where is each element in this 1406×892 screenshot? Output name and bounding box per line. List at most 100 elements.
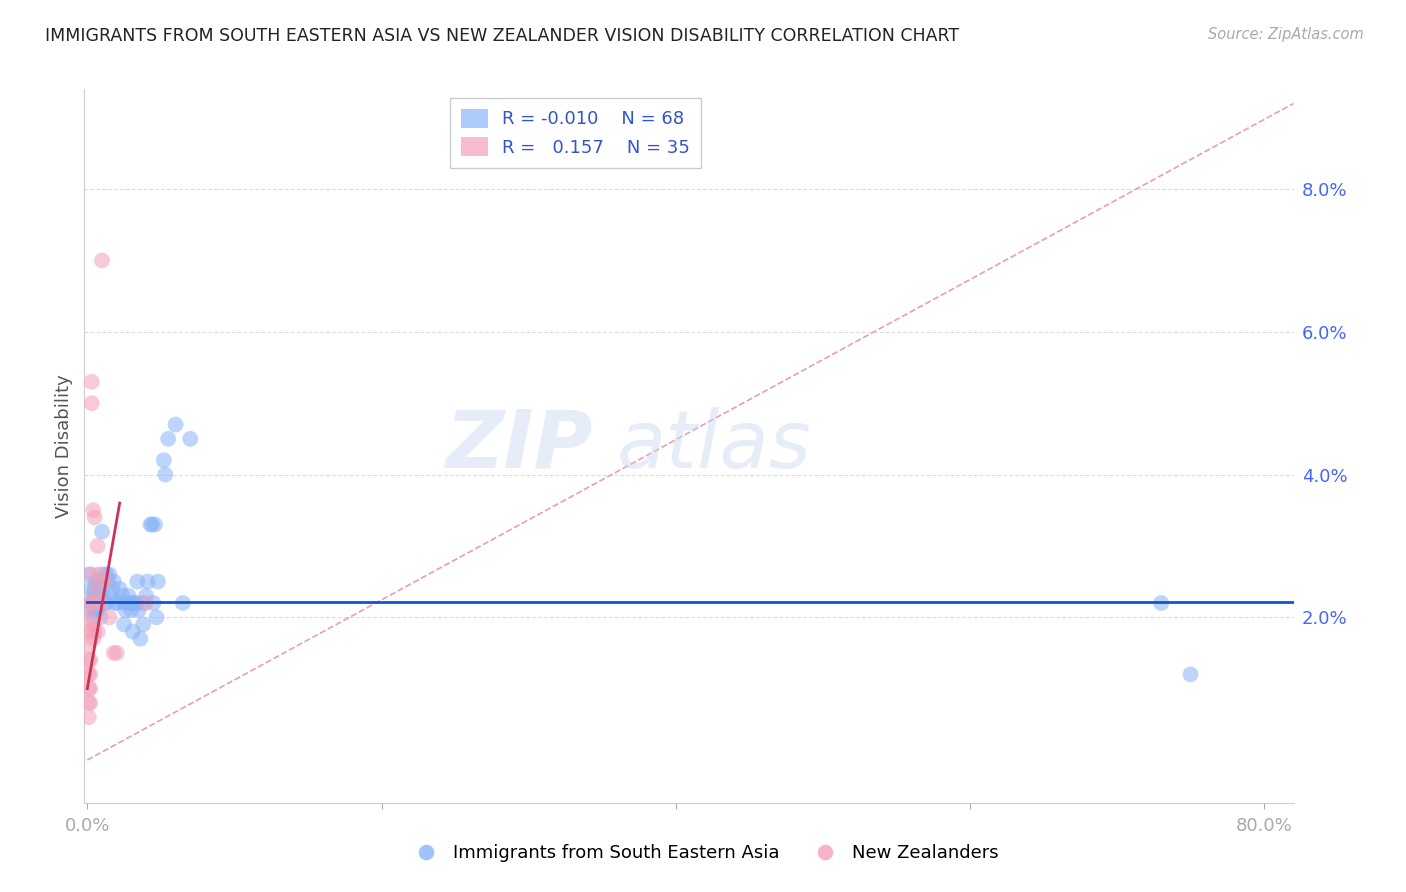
Point xyxy=(80,603,103,617)
Point xyxy=(98,610,121,624)
Point xyxy=(132,617,155,632)
Point xyxy=(86,596,108,610)
Point xyxy=(96,596,118,610)
Point xyxy=(96,567,118,582)
Point xyxy=(125,596,148,610)
Point xyxy=(79,624,101,639)
Point xyxy=(80,596,103,610)
Point xyxy=(120,596,142,610)
Point xyxy=(79,681,101,696)
Point xyxy=(84,582,107,596)
Point xyxy=(90,582,112,596)
Point xyxy=(122,624,145,639)
Point xyxy=(136,574,159,589)
Point xyxy=(82,632,104,646)
Point xyxy=(108,582,131,596)
Legend: R = -0.010    N = 68, R =   0.157    N = 35: R = -0.010 N = 68, R = 0.157 N = 35 xyxy=(450,98,702,168)
Point xyxy=(84,596,107,610)
Point xyxy=(87,596,110,610)
Point xyxy=(1150,596,1173,610)
Point xyxy=(132,596,155,610)
Point xyxy=(94,574,117,589)
Point xyxy=(90,610,112,624)
Point xyxy=(112,617,135,632)
Point xyxy=(82,610,104,624)
Point xyxy=(91,253,114,268)
Point xyxy=(80,596,103,610)
Point xyxy=(87,567,110,582)
Point xyxy=(82,617,104,632)
Point xyxy=(124,596,146,610)
Point xyxy=(139,517,162,532)
Point xyxy=(91,589,114,603)
Point xyxy=(79,653,101,667)
Point xyxy=(1180,667,1202,681)
Point xyxy=(157,432,180,446)
Point xyxy=(77,567,100,582)
Point xyxy=(82,589,104,603)
Point xyxy=(77,710,100,724)
Point xyxy=(105,646,128,660)
Point xyxy=(87,589,110,603)
Point xyxy=(83,510,105,524)
Point xyxy=(155,467,177,482)
Point xyxy=(103,574,125,589)
Point xyxy=(80,567,103,582)
Point xyxy=(94,574,117,589)
Point xyxy=(98,567,121,582)
Point xyxy=(82,596,104,610)
Point xyxy=(83,603,105,617)
Point xyxy=(77,696,100,710)
Point xyxy=(87,574,110,589)
Point xyxy=(77,653,100,667)
Point xyxy=(79,667,101,681)
Point xyxy=(83,596,105,610)
Point xyxy=(135,589,157,603)
Point xyxy=(101,582,124,596)
Text: ZIP: ZIP xyxy=(444,407,592,485)
Point xyxy=(90,596,112,610)
Point xyxy=(114,603,136,617)
Point xyxy=(77,681,100,696)
Point xyxy=(165,417,187,432)
Point xyxy=(86,539,108,553)
Point xyxy=(77,624,100,639)
Point xyxy=(100,589,122,603)
Point xyxy=(82,503,104,517)
Point xyxy=(145,610,167,624)
Point xyxy=(117,589,139,603)
Point xyxy=(80,375,103,389)
Point xyxy=(86,624,108,639)
Point xyxy=(84,596,107,610)
Text: IMMIGRANTS FROM SOUTH EASTERN ASIA VS NEW ZEALANDER VISION DISABILITY CORRELATIO: IMMIGRANTS FROM SOUTH EASTERN ASIA VS NE… xyxy=(45,27,959,45)
Point xyxy=(80,396,103,410)
Point xyxy=(83,624,105,639)
Point xyxy=(120,603,142,617)
Point xyxy=(152,453,174,467)
Point xyxy=(83,582,105,596)
Point xyxy=(86,589,108,603)
Point xyxy=(86,603,108,617)
Text: Source: ZipAtlas.com: Source: ZipAtlas.com xyxy=(1208,27,1364,42)
Point xyxy=(77,639,100,653)
Point xyxy=(142,596,165,610)
Point xyxy=(143,517,166,532)
Point xyxy=(97,574,120,589)
Point xyxy=(105,596,128,610)
Point xyxy=(146,574,169,589)
Point xyxy=(79,696,101,710)
Legend: Immigrants from South Eastern Asia, New Zealanders: Immigrants from South Eastern Asia, New … xyxy=(401,838,1005,870)
Point xyxy=(77,610,100,624)
Point xyxy=(135,596,157,610)
Point xyxy=(94,596,117,610)
Y-axis label: Vision Disability: Vision Disability xyxy=(55,374,73,518)
Point xyxy=(103,646,125,660)
Point xyxy=(93,567,115,582)
Point xyxy=(172,596,194,610)
Point xyxy=(84,574,107,589)
Point xyxy=(104,596,127,610)
Point xyxy=(179,432,201,446)
Point xyxy=(84,603,107,617)
Point xyxy=(128,603,150,617)
Point xyxy=(115,596,138,610)
